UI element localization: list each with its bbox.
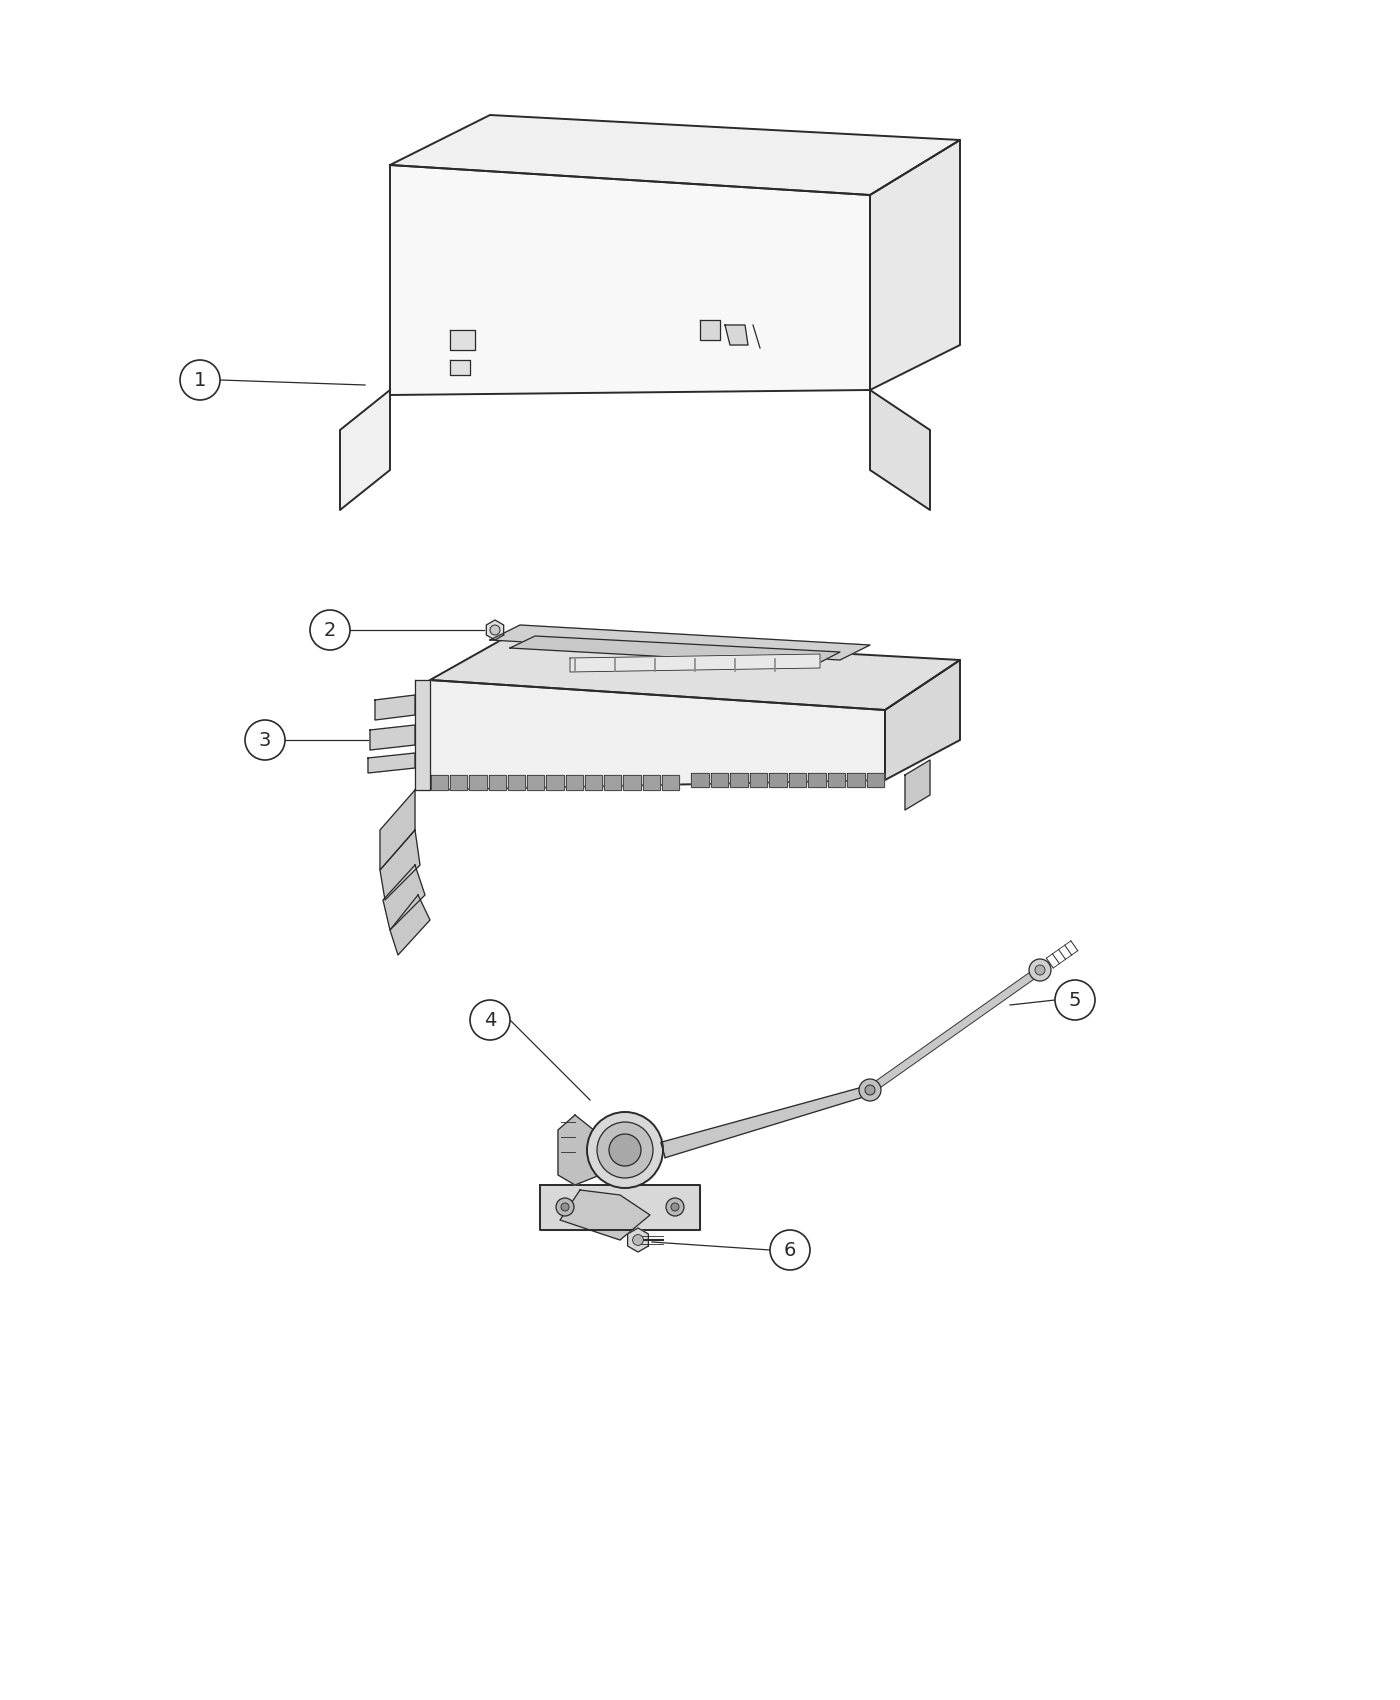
Polygon shape: [692, 774, 708, 787]
Polygon shape: [566, 775, 582, 791]
Polygon shape: [430, 680, 885, 790]
Text: 6: 6: [784, 1241, 797, 1260]
Polygon shape: [662, 775, 679, 791]
Circle shape: [309, 610, 350, 649]
Polygon shape: [585, 775, 602, 791]
Polygon shape: [869, 139, 960, 389]
Polygon shape: [431, 775, 448, 791]
Polygon shape: [885, 660, 960, 780]
Polygon shape: [449, 360, 470, 376]
Polygon shape: [570, 654, 820, 672]
Polygon shape: [540, 1185, 700, 1231]
Polygon shape: [451, 775, 468, 791]
Text: 1: 1: [193, 371, 206, 389]
Polygon shape: [603, 775, 622, 791]
Polygon shape: [904, 760, 930, 809]
Text: 4: 4: [484, 1010, 496, 1030]
Circle shape: [860, 1080, 881, 1102]
Polygon shape: [370, 724, 414, 750]
Polygon shape: [725, 325, 748, 345]
Polygon shape: [560, 1190, 650, 1239]
Polygon shape: [368, 753, 414, 774]
Polygon shape: [510, 636, 840, 665]
Polygon shape: [847, 774, 865, 787]
Circle shape: [1029, 959, 1051, 981]
Circle shape: [596, 1122, 652, 1178]
Polygon shape: [788, 774, 806, 787]
Circle shape: [245, 721, 286, 760]
Polygon shape: [559, 1115, 601, 1185]
Polygon shape: [528, 775, 545, 791]
Polygon shape: [508, 775, 525, 791]
Circle shape: [556, 1198, 574, 1216]
Circle shape: [666, 1198, 685, 1216]
Circle shape: [1035, 966, 1044, 976]
Polygon shape: [469, 775, 487, 791]
Circle shape: [1056, 979, 1095, 1020]
Circle shape: [470, 1000, 510, 1040]
Polygon shape: [808, 774, 826, 787]
Text: 2: 2: [323, 620, 336, 639]
Polygon shape: [661, 1085, 871, 1158]
Circle shape: [587, 1112, 664, 1188]
Polygon shape: [430, 636, 960, 711]
Circle shape: [770, 1231, 811, 1270]
Polygon shape: [623, 775, 641, 791]
Polygon shape: [700, 320, 720, 340]
Polygon shape: [868, 967, 1043, 1093]
Circle shape: [490, 626, 500, 636]
Circle shape: [671, 1204, 679, 1210]
Circle shape: [865, 1085, 875, 1095]
Circle shape: [181, 360, 220, 399]
Polygon shape: [869, 389, 930, 510]
Polygon shape: [867, 774, 883, 787]
Polygon shape: [486, 620, 504, 639]
Polygon shape: [769, 774, 787, 787]
Polygon shape: [749, 774, 767, 787]
Polygon shape: [627, 1227, 648, 1251]
Polygon shape: [340, 389, 391, 510]
Circle shape: [609, 1134, 641, 1166]
Polygon shape: [729, 774, 748, 787]
Polygon shape: [375, 695, 414, 721]
Polygon shape: [384, 865, 426, 930]
Polygon shape: [391, 165, 869, 394]
Text: 3: 3: [259, 731, 272, 750]
Polygon shape: [414, 680, 430, 790]
Polygon shape: [391, 116, 960, 196]
Polygon shape: [827, 774, 846, 787]
Polygon shape: [449, 330, 475, 350]
Polygon shape: [379, 830, 420, 899]
Text: 5: 5: [1068, 991, 1081, 1010]
Circle shape: [633, 1234, 644, 1246]
Polygon shape: [643, 775, 659, 791]
Polygon shape: [379, 790, 414, 870]
Polygon shape: [490, 626, 869, 660]
Polygon shape: [391, 894, 430, 955]
Polygon shape: [489, 775, 505, 791]
Circle shape: [561, 1204, 568, 1210]
Polygon shape: [710, 774, 728, 787]
Polygon shape: [546, 775, 564, 791]
Polygon shape: [885, 695, 920, 780]
